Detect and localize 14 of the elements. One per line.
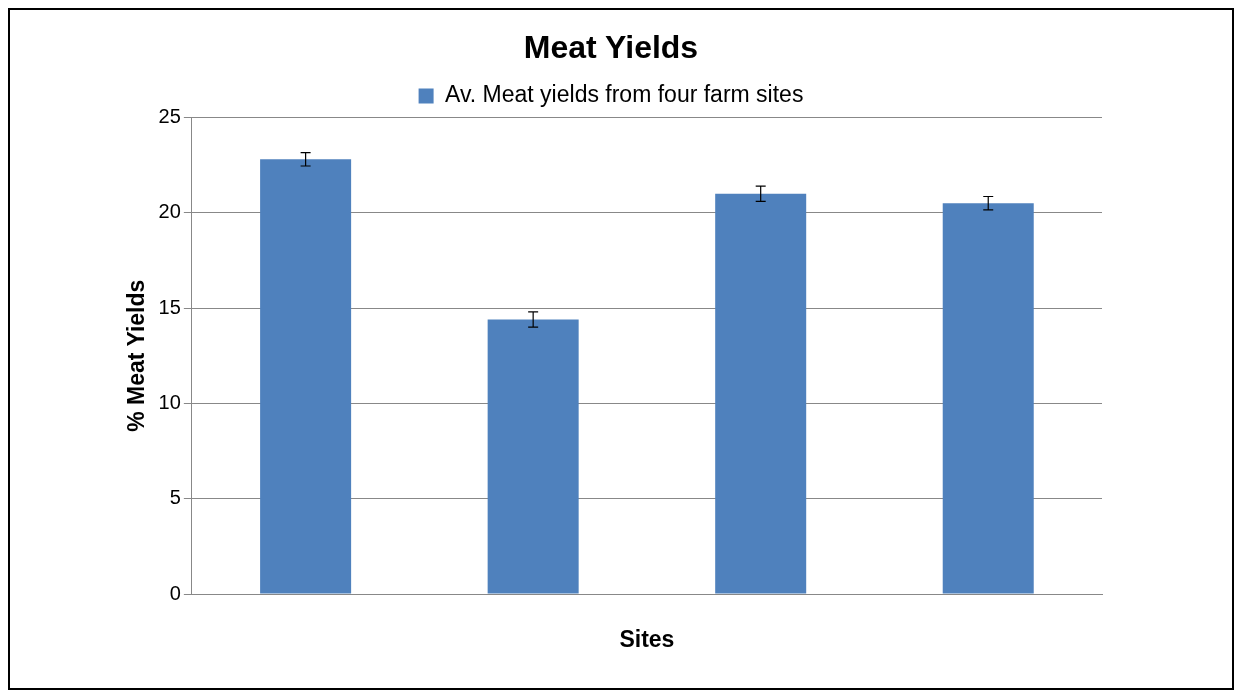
chart-title: Meat Yields [523,29,699,66]
bar [942,203,1034,594]
y-tick-label: 25 [158,104,181,127]
y-tick-label: 20 [158,200,181,223]
y-tick-label: 0 [169,581,181,604]
y-tick-label: 5 [169,486,181,509]
bar [487,319,579,594]
legend-label: Av. Meat yields from four farm sites [445,81,804,108]
x-axis-title: Sites [619,625,675,652]
bar [715,193,807,594]
y-axis-title: % Meat Yields [123,279,150,432]
y-tick-label: 15 [158,295,181,318]
bar [260,159,352,594]
y-tick-label: 10 [158,390,181,413]
